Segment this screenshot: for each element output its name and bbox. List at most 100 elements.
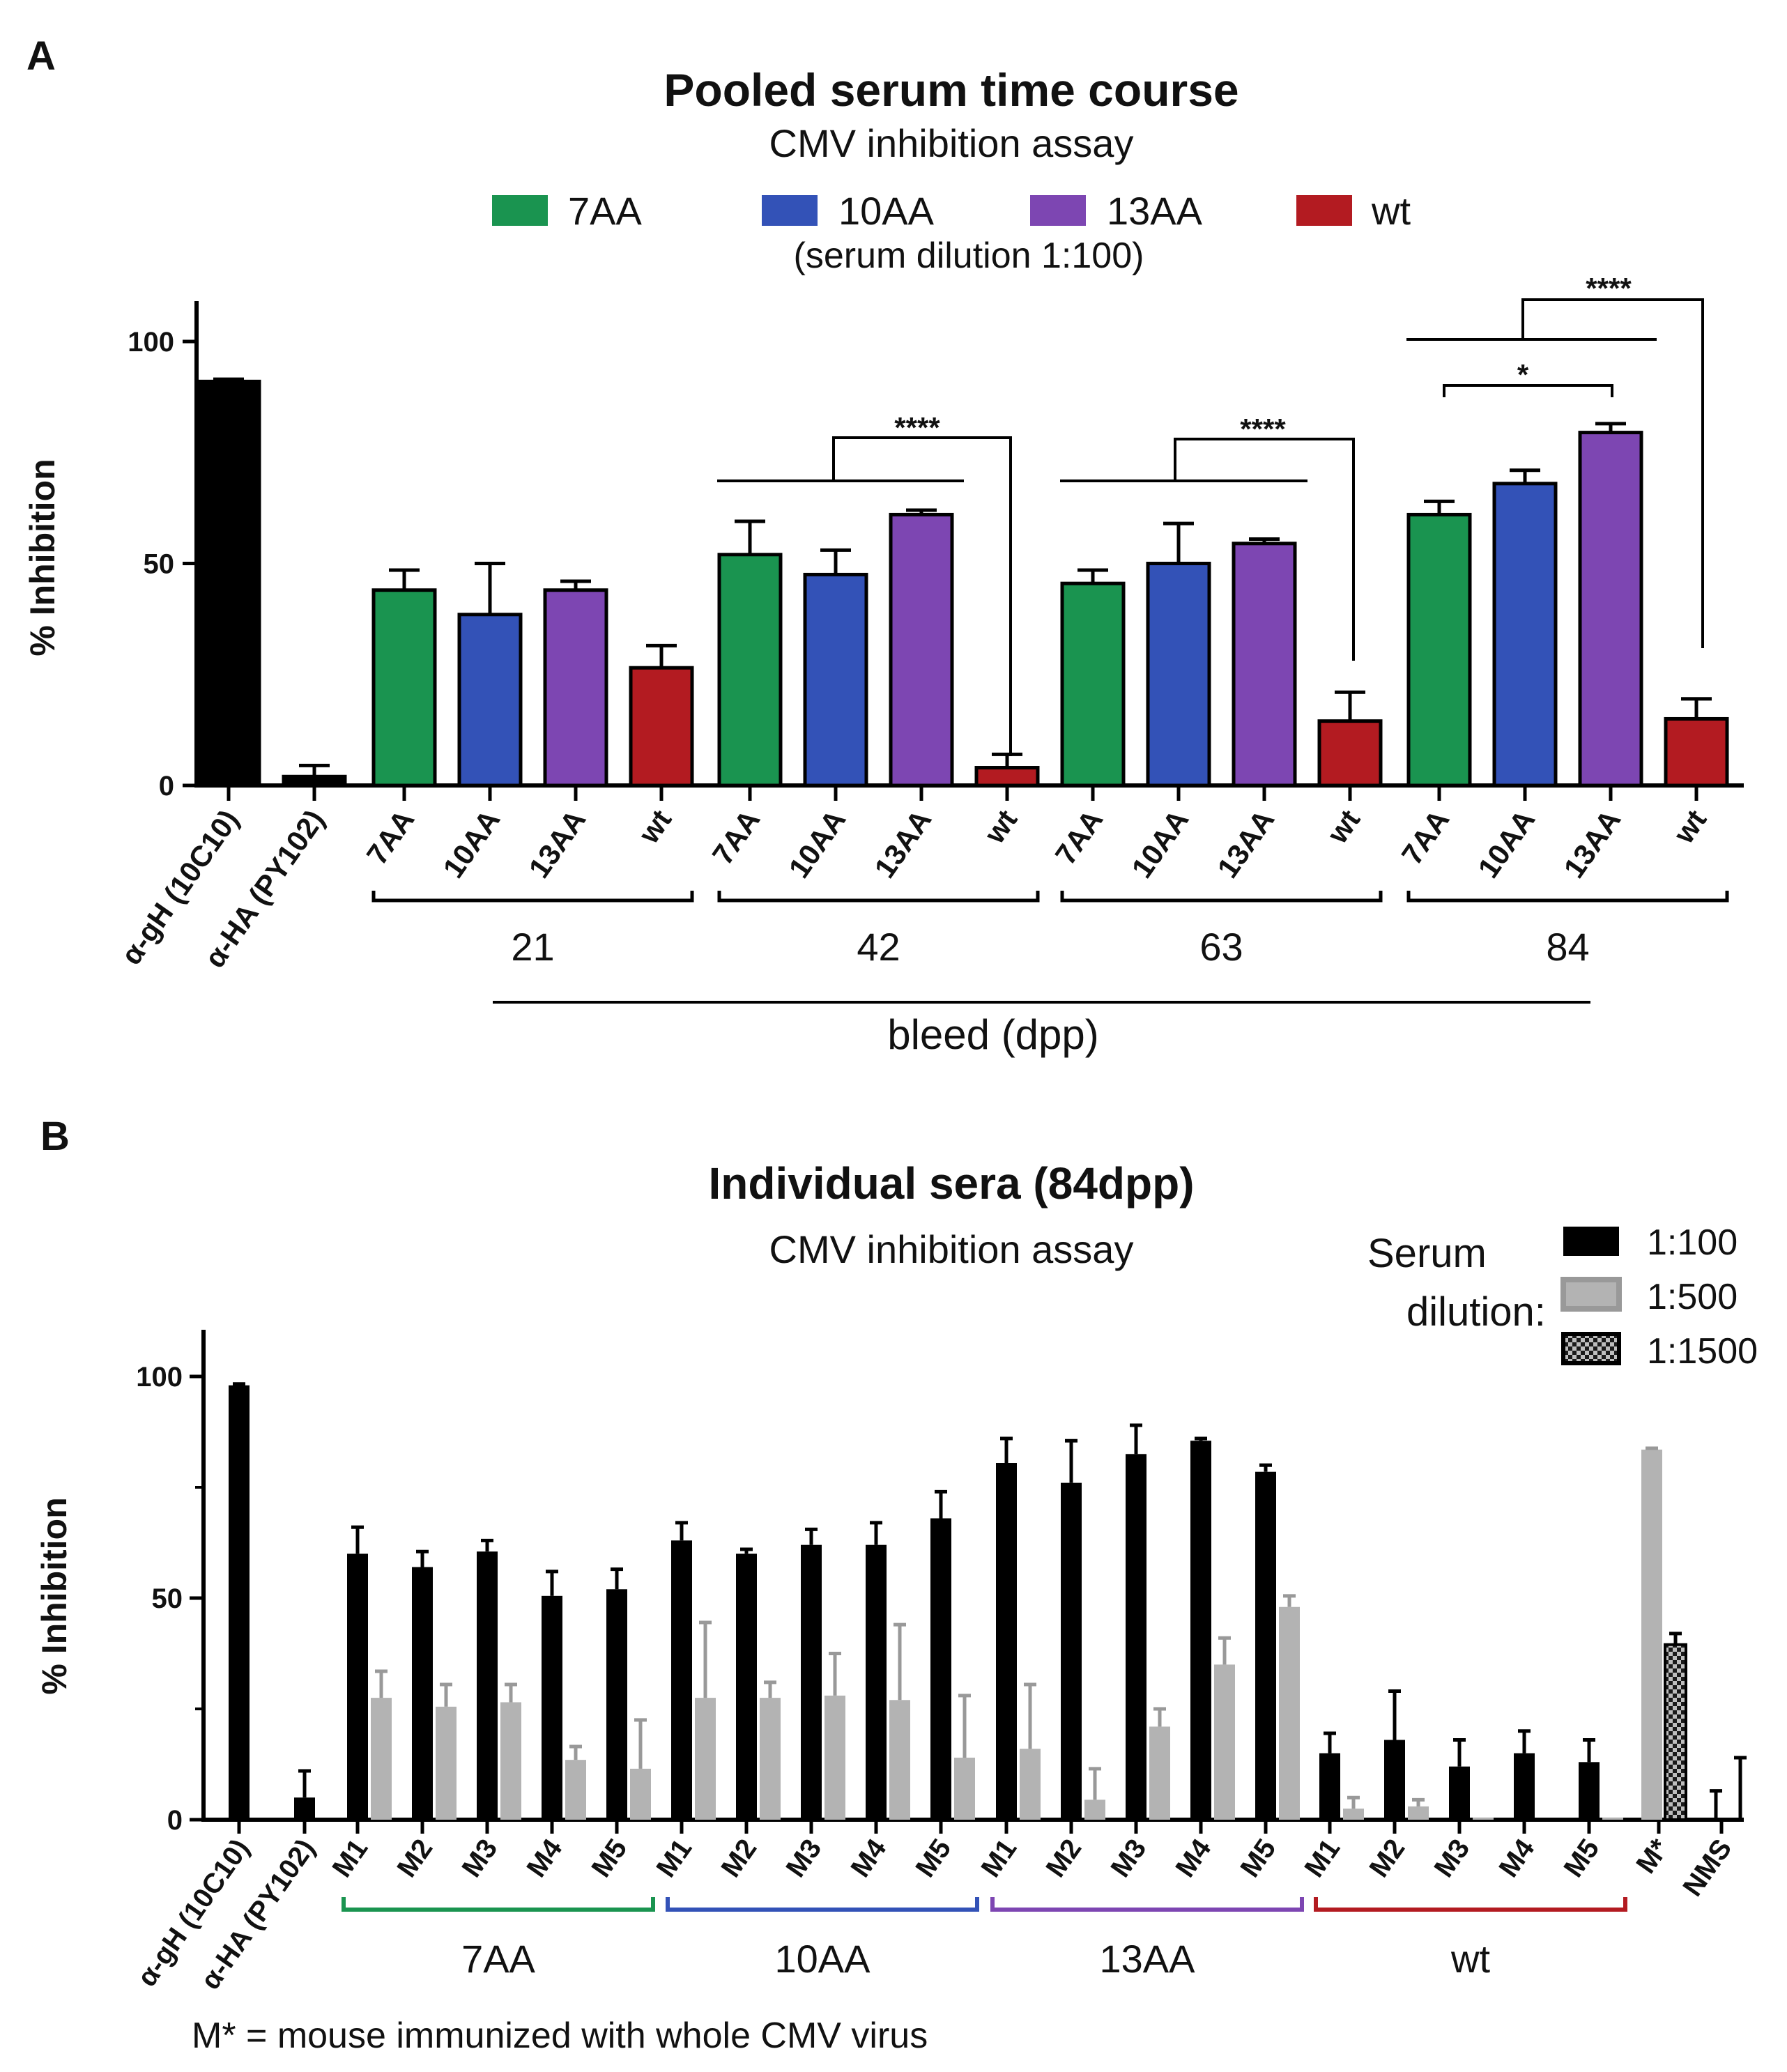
chart-b-bar-wt-m1-1-500 [1343,1809,1364,1820]
legend-swatch-10aa [762,195,818,226]
sig-label-84-star: * [1517,358,1529,391]
chart-a-group-label-84: 84 [1546,925,1589,969]
chart-a-bar-21-wt-label: wt [632,804,678,850]
chart-b-bar-7aa-m5-1-500 [630,1768,651,1820]
chart-b-bar-7aa-m1-1-100 [347,1553,368,1820]
legend-label-7aa: 7AA [568,189,642,233]
chart-a-bar-21-10aa [457,613,523,788]
legend-label-wt: wt [1371,189,1411,233]
chart-a-bar-84-7aa-label: 7AA [1395,804,1456,870]
chart-b-bar-mstar-1-1500 [1664,1643,1687,1822]
chart-b-group-label-7aa: 7AA [461,1937,535,1981]
chart-b-bar-10aa-m4-1-100 [866,1544,887,1820]
chart-b-bar-nms-label: NMS [1677,1834,1738,1902]
chart-b-bar-10aa-m5-label: M5 [910,1834,957,1883]
legend-swatch-1-100 [1563,1227,1619,1256]
chart-b-group-label-10aa: 10AA [775,1937,871,1981]
legend-swatch-7aa [492,195,548,226]
chart-b-bar-wt-m4-label: M4 [1493,1833,1540,1882]
legend-title-line2: dilution: [1406,1289,1546,1335]
chart-a-bar-63-13aa [1232,542,1297,788]
chart-a-ytick-label-100: 100 [128,327,174,358]
chart-a-bar-84-7aa [1406,512,1472,788]
legend-label-1-1500: 1:1500 [1647,1331,1758,1372]
chart-a-group-bracket-42 [717,891,1040,903]
sig-bracket-84-link [1521,298,1704,648]
chart-b-bar-7aa-m2-1-500 [436,1706,457,1820]
chart-b-subtitle: CMV inhibition assay [769,1227,1134,1271]
chart-b-bar-10aa-m5-1-500 [954,1757,975,1820]
legend-label-1-100: 1:100 [1647,1222,1738,1263]
chart-b-bar-7aa-m5-label: M5 [585,1834,633,1883]
chart-b-bar-wt-m4-1-100 [1514,1753,1535,1820]
chart-a-subtitle: CMV inhibition assay [769,121,1134,165]
chart-b-bar-wt-m5-1-500 [1602,1817,1623,1820]
legend-swatch-1-1500 [1561,1332,1621,1365]
chart-b-bar-10aa-m3-label: M3 [780,1834,827,1883]
chart-b-group-bracket-13aa [990,1897,1304,1912]
chart-b-bar-7aa-m4-1-500 [565,1760,586,1820]
chart-b-bar-7aa-m2-label: M2 [391,1834,438,1883]
chart-b-bar-wt-m5-label: M5 [1558,1834,1605,1883]
panel-label-b: B [40,1114,70,1159]
chart-a-bar-63-13aa-label: 13AA [1211,804,1280,884]
chart-b-bar-10aa-m2-1-500 [760,1698,781,1820]
chart-b-ytick-label-0: 0 [167,1805,183,1836]
chart-a-group-bracket-21 [371,891,694,903]
chart-b-bar-mstar-1-500 [1641,1449,1662,1820]
chart-a-bar-63-10aa-label: 10AA [1125,804,1195,884]
sig-label-84-top: **** [1586,272,1632,305]
chart-b-bar-control-1 [229,1385,250,1820]
chart-b-bar-10aa-m2-1-100 [736,1553,757,1820]
panel-label-a: A [26,33,56,79]
chart-a-bar-63-wt [1317,719,1383,788]
chart-a-group-bracket-63 [1060,891,1383,903]
chart-b-bar-13aa-m3-1-500 [1149,1726,1170,1820]
chart-b-bar-wt-m5-1-100 [1579,1762,1600,1820]
chart-a-bar-control-1 [196,379,261,788]
chart-a-bar-21-10aa-label: 10AA [436,804,506,884]
chart-b-bar-7aa-m3-1-500 [500,1702,521,1820]
sig-label-63: **** [1240,413,1286,445]
chart-b-bar-10aa-m5-1-100 [930,1518,951,1820]
chart-b-title: Individual sera (84dpp) [708,1158,1194,1208]
chart-b-group-bracket-7aa [342,1897,655,1912]
chart-b-legend: Serum dilution: 1:100 1:500 1:1500 [1367,1222,1758,1372]
chart-b-bar-13aa-m4-1-100 [1190,1441,1211,1820]
chart-a-bar-21-7aa [371,588,437,788]
chart-a-bar-63-7aa [1060,581,1126,788]
chart-a-bar-21-13aa [543,588,608,788]
chart-b-bar-13aa-m1-label: M1 [975,1834,1022,1883]
chart-a-bar-63-7aa-label: 7AA [1049,804,1110,870]
chart-b-footnote: M* = mouse immunized with whole CMV viru… [192,2016,928,2056]
chart-a-bar-84-wt-label: wt [1667,804,1713,850]
chart-b-bar-13aa-m5-1-500 [1279,1606,1300,1820]
chart-a-title: Pooled serum time course [664,64,1238,116]
chart-b-bar-13aa-m1-1-100 [996,1463,1017,1820]
chart-b-bar-10aa-m2-label: M2 [715,1834,762,1883]
chart-b-bar-13aa-m3-1-100 [1126,1454,1146,1820]
chart-a-axes: 0 50 100 % Inhibition [23,301,1744,801]
chart-a-bar-42-13aa [889,512,954,788]
chart-b-bar-10aa-m1-1-100 [671,1540,692,1820]
chart-b-bar-7aa-m3-label: M3 [456,1834,503,1883]
chart-a-bar-21-wt [629,666,694,788]
chart-b-bar-13aa-m4-label: M4 [1169,1833,1217,1882]
legend-title-line1: Serum [1367,1231,1487,1276]
chart-b-bar-10aa-m1-1-500 [695,1698,716,1820]
sig-bracket-84-star [1443,384,1613,397]
chart-b-ytick-label-50: 50 [152,1583,183,1614]
chart-b-bar-13aa-m5-1-100 [1255,1471,1276,1820]
chart-b-bar-wt-m1-label: M1 [1298,1834,1346,1883]
chart-a-bar-42-wt [974,766,1040,788]
chart-b-bar-13aa-m4-1-500 [1214,1664,1235,1820]
legend-label-13aa: 13AA [1107,189,1203,233]
chart-a-bar-control-2 [282,774,347,788]
chart-b-bar-13aa-m2-1-100 [1061,1482,1082,1820]
chart-b-bar-wt-m3-label: M3 [1428,1834,1475,1883]
chart-a-bar-42-10aa-label: 10AA [782,804,852,884]
chart-b-bar-7aa-m1-label: M1 [326,1834,374,1883]
chart-a-xlabel: bleed (dpp) [887,1011,1099,1058]
chart-a-bar-84-10aa-label: 10AA [1471,804,1541,884]
chart-a-ytick-label-0: 0 [159,771,174,801]
